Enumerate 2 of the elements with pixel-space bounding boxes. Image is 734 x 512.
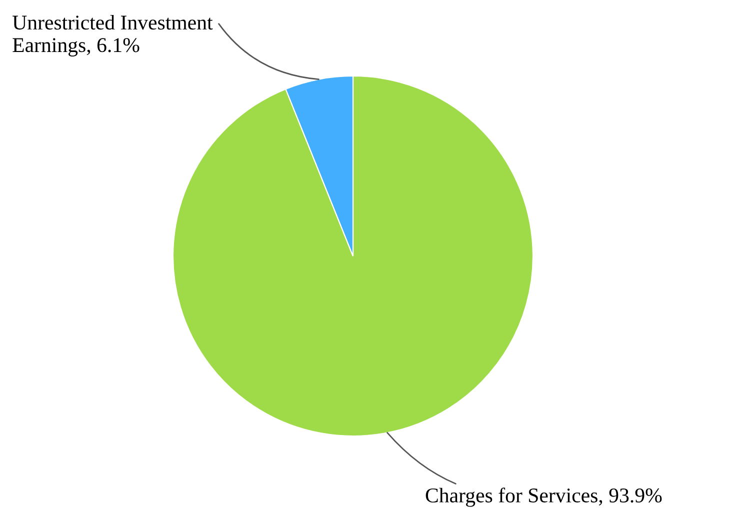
- slice-label: Charges for Services, 93.9%: [426, 488, 662, 507]
- slice-label: Unrestricted Investment Earnings, 6.1%: [12, 14, 213, 56]
